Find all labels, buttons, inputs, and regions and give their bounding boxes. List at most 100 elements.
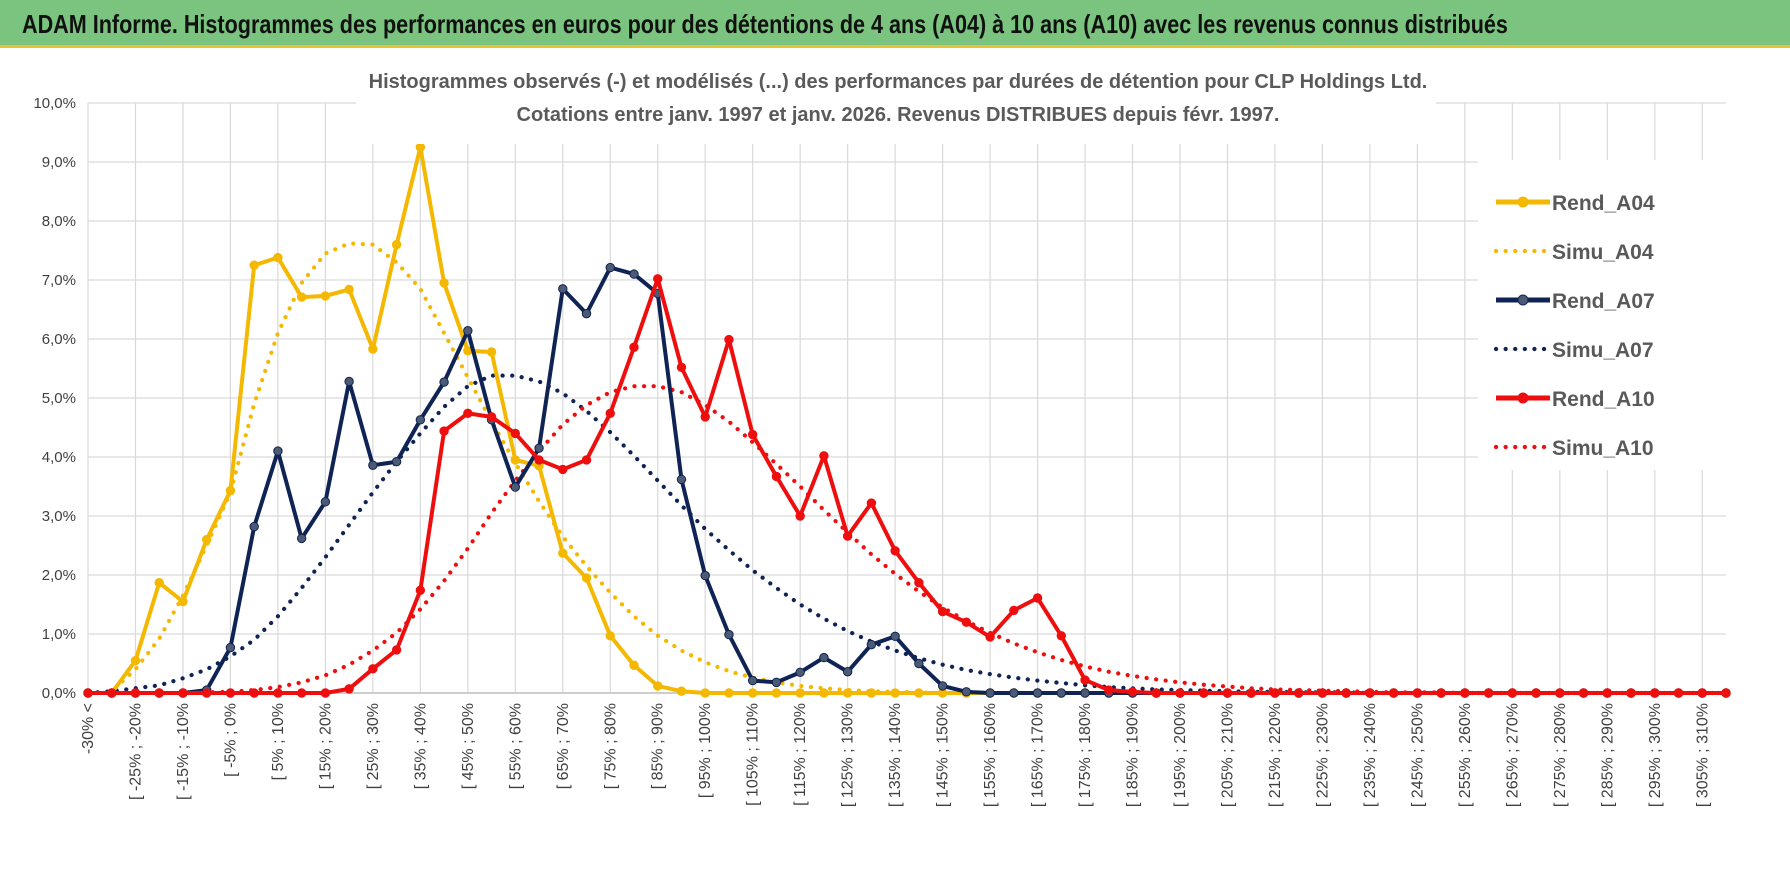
x-tick-label: [ 235% ; 240% <box>1362 703 1379 807</box>
data-point-rend-a10 <box>178 688 188 698</box>
data-point-rend-a07 <box>605 262 615 273</box>
data-point-rend-a04 <box>890 688 900 698</box>
data-point-rend-a04 <box>676 686 687 696</box>
series-line-rend-a10 <box>86 276 1728 695</box>
data-point-rend-a07 <box>249 521 259 532</box>
legend-label-simu-a10[interactable]: Simu_A10 <box>1552 437 1654 460</box>
data-point-rend-a10 <box>1721 688 1731 698</box>
legend-label-simu-a07[interactable]: Simu_A07 <box>1552 339 1654 362</box>
data-point-rend-a07 <box>581 308 592 319</box>
data-point-rend-a10 <box>1104 685 1114 695</box>
data-point-rend-a10 <box>1365 688 1375 698</box>
x-tick-label: [ 145% ; 150% <box>935 703 952 807</box>
data-point-rend-a10 <box>1531 688 1541 698</box>
x-tick-label: [ 255% ; 260% <box>1457 703 1474 807</box>
legend-label-rend-a04[interactable]: Rend_A04 <box>1552 192 1655 215</box>
x-tick-label: [ 205% ; 210% <box>1219 703 1236 807</box>
x-tick-label: [ 195% ; 200% <box>1172 703 1189 807</box>
data-point-rend-a10 <box>653 274 663 284</box>
legend[interactable]: Rend_A04 Simu_A04 Rend_A07 Simu_A07 Rend_A10… <box>1478 160 1728 470</box>
data-point-rend-a10 <box>83 688 93 698</box>
data-point-rend-a10 <box>1341 688 1351 698</box>
data-point-rend-a10 <box>510 428 521 439</box>
data-point-rend-a07 <box>866 639 877 650</box>
data-point-rend-a10 <box>747 429 758 440</box>
data-point-rend-a04 <box>439 278 449 288</box>
data-point-rend-a04 <box>581 573 592 583</box>
title-background <box>356 68 1436 144</box>
data-point-rend-a10 <box>1080 675 1090 685</box>
data-point-rend-a10 <box>1032 593 1043 603</box>
legend-label-rend-a10[interactable]: Rend_A10 <box>1552 388 1655 411</box>
x-tick-label: [ 45% ; 50% <box>460 703 477 789</box>
data-point-rend-a07 <box>225 642 236 653</box>
x-tick-label: [ 95% ; 100% <box>697 703 714 798</box>
data-point-rend-a07 <box>700 570 710 581</box>
data-point-rend-a10 <box>961 617 972 627</box>
header-banner: ADAM Informe. Histogrammes des performan… <box>0 0 1790 48</box>
data-point-rend-a04 <box>130 655 141 666</box>
data-point-rend-a07 <box>1080 688 1090 698</box>
data-point-rend-a10 <box>890 546 900 556</box>
data-point-rend-a04 <box>558 548 568 558</box>
data-point-rend-a10 <box>154 688 164 698</box>
data-point-rend-a10 <box>201 688 212 698</box>
legend-label-simu-a04[interactable]: Simu_A04 <box>1552 241 1654 264</box>
x-tick-label: [ 165% ; 170% <box>1030 703 1047 807</box>
y-tick-label: 7,0% <box>42 272 76 289</box>
series-line-simu-a07 <box>85 373 1729 696</box>
data-point-rend-a10 <box>486 412 497 422</box>
data-point-rend-a10 <box>866 498 877 508</box>
data-point-rend-a10 <box>1056 631 1067 641</box>
data-point-rend-a04 <box>914 688 924 698</box>
data-point-rend-a10 <box>1127 687 1138 697</box>
data-point-rend-a07 <box>510 482 521 492</box>
data-point-rend-a07 <box>344 376 354 387</box>
x-tick-label: [ 65% ; 70% <box>555 703 572 789</box>
data-point-rend-a10 <box>463 408 473 419</box>
data-point-rend-a04 <box>653 681 663 691</box>
x-tick-label: [ 175% ; 180% <box>1077 703 1094 807</box>
data-point-rend-a07 <box>296 533 307 544</box>
chart-title-line-2: Cotations entre janv. 1997 et janv. 2026… <box>517 104 1280 126</box>
data-point-rend-a07 <box>415 415 426 425</box>
x-tick-label: [ 25% ; 30% <box>365 703 382 789</box>
data-point-rend-a10 <box>320 688 331 698</box>
legend-marker <box>1517 392 1529 404</box>
x-tick-label: [ 125% ; 130% <box>840 703 857 807</box>
data-point-rend-a04 <box>700 688 710 698</box>
data-point-rend-a10 <box>914 577 924 588</box>
data-point-rend-a04 <box>486 347 497 357</box>
x-tick-label: [ 215% ; 220% <box>1267 703 1284 807</box>
data-point-rend-a04 <box>249 260 259 270</box>
data-point-rend-a10 <box>1412 688 1423 698</box>
data-point-rend-a10 <box>842 531 853 541</box>
x-tick-label: [ -15% ; -10% <box>175 703 192 800</box>
data-point-rend-a04 <box>415 142 426 152</box>
x-axis-ticks: -30% < [ -25% ; -20% [ -15% ; -10% [ -5% ; … <box>80 703 1711 807</box>
banner-title: ADAM Informe. Histogrammes des performan… <box>22 9 1508 39</box>
x-tick-label: [ 135% ; 140% <box>887 703 904 807</box>
data-point-rend-a07 <box>1032 688 1043 698</box>
data-point-rend-a07 <box>842 667 853 677</box>
data-point-rend-a04 <box>154 577 164 588</box>
data-point-rend-a04 <box>819 688 829 698</box>
data-point-rend-a07 <box>914 658 924 669</box>
data-point-rend-a10 <box>1009 605 1019 616</box>
legend-marker <box>1517 294 1529 306</box>
data-point-rend-a10 <box>819 451 829 461</box>
data-point-rend-a10 <box>225 688 236 698</box>
data-point-rend-a04 <box>510 455 521 465</box>
x-tick-label: [ 265% ; 270% <box>1504 703 1521 807</box>
data-point-rend-a10 <box>700 412 710 422</box>
data-point-rend-a04 <box>225 485 236 496</box>
data-point-rend-a04 <box>368 344 378 354</box>
legend-label-rend-a07[interactable]: Rend_A07 <box>1552 290 1655 313</box>
series-layer <box>83 142 1731 698</box>
data-point-rend-a10 <box>1317 688 1328 698</box>
y-axis-ticks: 0,0% 1,0% 2,0% 3,0% 4,0% 5,0% 6,0% 7,0% 8,0% 9,0%… <box>33 95 76 702</box>
data-point-rend-a10 <box>581 455 592 465</box>
x-tick-label: [ 115% ; 120% <box>792 703 809 806</box>
data-point-rend-a10 <box>795 511 805 521</box>
data-point-rend-a10 <box>534 455 544 465</box>
